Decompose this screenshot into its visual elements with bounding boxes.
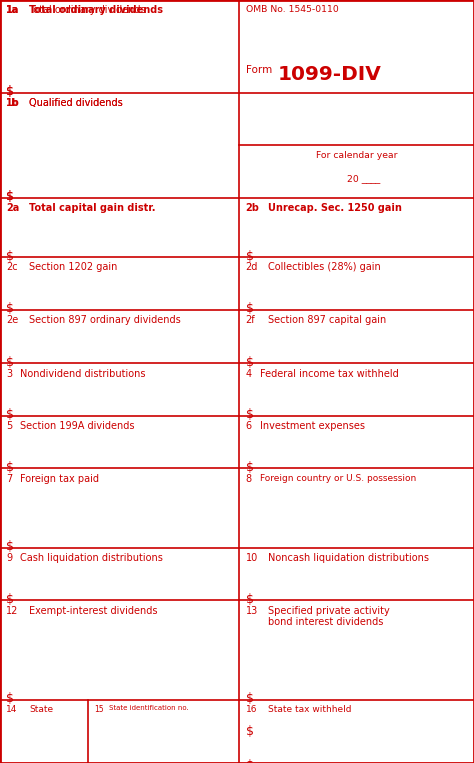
Text: 14: 14	[6, 705, 18, 714]
Text: $: $	[246, 593, 254, 606]
Text: $: $	[6, 85, 14, 98]
Text: Foreign country or U.S. possession: Foreign country or U.S. possession	[260, 474, 416, 483]
Text: $: $	[6, 408, 14, 421]
Text: 1b: 1b	[6, 98, 18, 108]
Text: 13: 13	[246, 606, 258, 616]
Text: Nondividend distributions: Nondividend distributions	[20, 369, 146, 378]
Text: 1a: 1a	[6, 5, 19, 15]
Text: $: $	[6, 85, 14, 98]
Text: Foreign tax paid: Foreign tax paid	[20, 474, 100, 484]
Text: Unrecap. Sec. 1250 gain: Unrecap. Sec. 1250 gain	[268, 203, 402, 213]
Text: 7: 7	[6, 474, 12, 484]
Text: Total ordinary dividends: Total ordinary dividends	[29, 5, 163, 15]
Text: 2d: 2d	[246, 262, 258, 272]
Text: $: $	[6, 461, 14, 474]
Text: State identification no.: State identification no.	[109, 705, 189, 711]
Text: Qualified dividends: Qualified dividends	[29, 98, 123, 108]
Text: $: $	[246, 461, 254, 474]
Text: 1099-DIV: 1099-DIV	[278, 65, 382, 84]
Text: Collectibles (28%) gain: Collectibles (28%) gain	[268, 262, 381, 272]
Text: State: State	[30, 705, 54, 714]
Text: Noncash liquidation distributions: Noncash liquidation distributions	[268, 553, 429, 563]
Text: $: $	[6, 190, 14, 203]
Text: $: $	[6, 593, 14, 606]
Text: $: $	[6, 692, 14, 705]
Text: State tax withheld: State tax withheld	[268, 705, 352, 714]
Text: 9: 9	[6, 553, 12, 563]
Text: 15: 15	[94, 705, 103, 714]
Text: Section 897 ordinary dividends: Section 897 ordinary dividends	[29, 315, 181, 325]
Text: OMB No. 1545-0110: OMB No. 1545-0110	[246, 5, 338, 14]
Text: 16: 16	[246, 705, 257, 714]
Text: 2b: 2b	[246, 203, 259, 213]
Text: 2e: 2e	[6, 315, 18, 325]
Text: Form: Form	[246, 65, 275, 75]
Text: 1a: 1a	[6, 5, 19, 15]
Text: Cash liquidation distributions: Cash liquidation distributions	[20, 553, 163, 563]
Text: 3: 3	[6, 369, 12, 378]
Text: $: $	[6, 540, 14, 553]
Text: 20 ____: 20 ____	[347, 174, 381, 183]
Text: $: $	[246, 356, 254, 369]
Text: Investment expenses: Investment expenses	[260, 421, 365, 431]
Text: $: $	[6, 190, 14, 203]
Text: Federal income tax withheld: Federal income tax withheld	[260, 369, 399, 378]
Text: 8: 8	[246, 474, 252, 484]
Text: 2c: 2c	[6, 262, 18, 272]
Text: Qualified dividends: Qualified dividends	[29, 98, 123, 108]
Text: 10: 10	[246, 553, 258, 563]
Text: Specified private activity
bond interest dividends: Specified private activity bond interest…	[268, 606, 390, 627]
Text: Section 199A dividends: Section 199A dividends	[20, 421, 135, 431]
Text: For calendar year: For calendar year	[316, 151, 397, 160]
Text: Section 897 capital gain: Section 897 capital gain	[268, 315, 386, 325]
Text: Total capital gain distr.: Total capital gain distr.	[29, 203, 155, 213]
Text: Section 1202 gain: Section 1202 gain	[29, 262, 117, 272]
Text: $: $	[246, 759, 254, 763]
Text: Exempt-interest dividends: Exempt-interest dividends	[29, 606, 157, 616]
Text: $: $	[246, 692, 254, 705]
Text: $: $	[246, 250, 254, 262]
Text: $: $	[246, 408, 254, 421]
Text: 2f: 2f	[246, 315, 255, 325]
Text: $: $	[6, 356, 14, 369]
Text: 5: 5	[6, 421, 12, 431]
Text: $: $	[246, 725, 254, 738]
Text: 2a: 2a	[6, 203, 19, 213]
Text: 12: 12	[6, 606, 18, 616]
Text: $: $	[246, 302, 254, 315]
Text: 6: 6	[246, 421, 252, 431]
Text: Total ordinary dividends: Total ordinary dividends	[29, 5, 146, 15]
Text: $: $	[6, 250, 14, 262]
Text: 4: 4	[246, 369, 252, 378]
Text: 1b: 1b	[6, 98, 20, 108]
Text: $: $	[6, 302, 14, 315]
